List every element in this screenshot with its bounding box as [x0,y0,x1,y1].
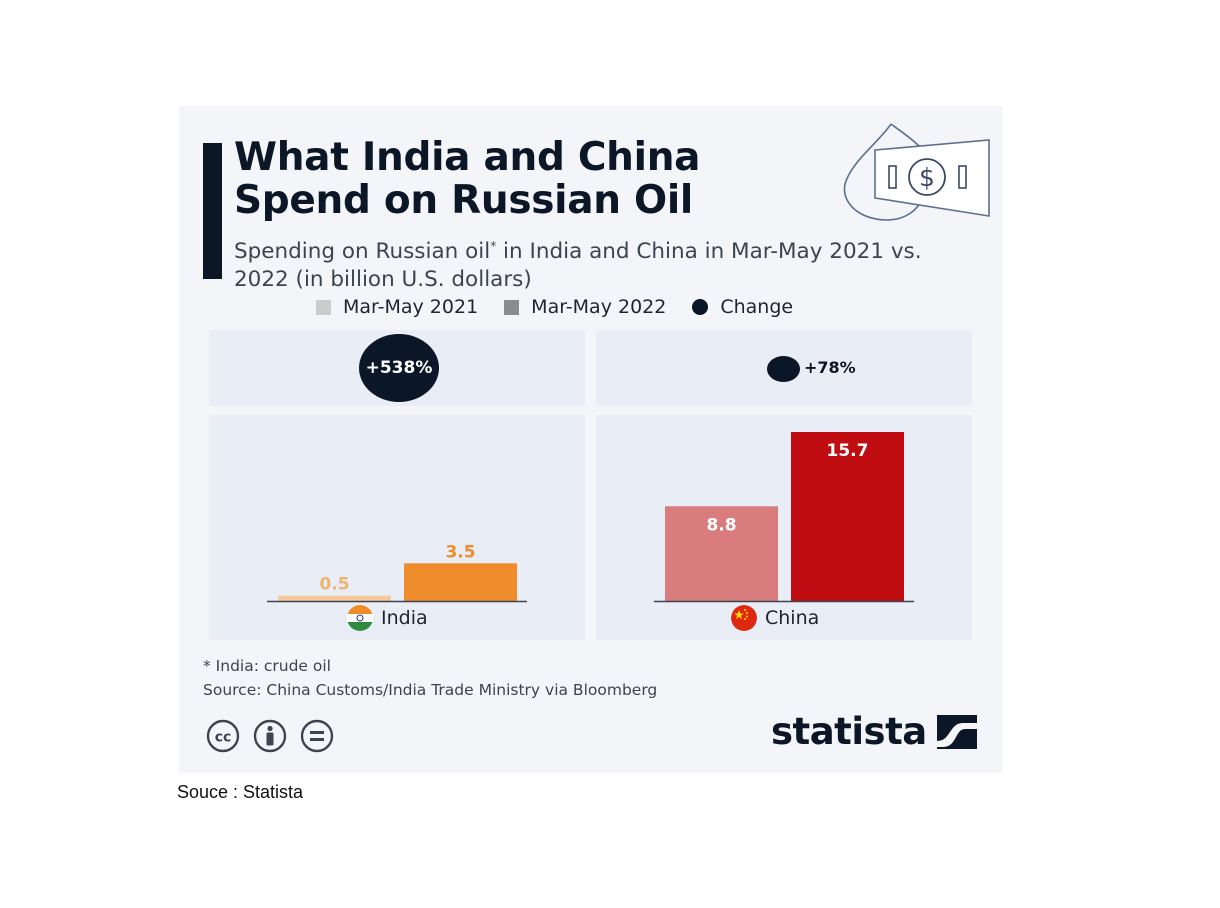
statista-brand: statista [771,710,977,753]
country-label-china: China [731,605,819,631]
infographic-card: What India and China Spend on Russian Oi… [179,106,1002,773]
country-label-india: India [347,605,428,631]
bar-panel-china: 8.8 15.7 China [596,415,972,640]
legend-dot-change [692,299,709,315]
legend-label-2022: Mar-May 2022 [531,296,667,318]
china-flag-icon [731,605,757,631]
bar-panel-india: 0.5 3.5 India [209,415,585,640]
legend-item-2022: Mar-May 2022 [504,296,666,318]
legend-label-change: Change [720,296,794,318]
legend-item-change: Change [692,296,793,318]
country-name-china: China [765,607,820,629]
bar-chart-china: 8.8 15.7 [654,432,914,603]
source-note: Source: China Customs/India Trade Minist… [203,681,658,699]
brand-name: statista [771,710,927,753]
svg-text:$: $ [919,163,935,192]
chart-legend: Mar-May 2021 Mar-May 2022 Change [316,295,819,319]
change-panel-china: +78% [596,330,972,406]
bar-china-2022 [791,432,904,601]
legend-label-2021: Mar-May 2021 [343,296,479,318]
country-name-india: India [381,607,428,629]
no-derivatives-icon[interactable] [297,719,337,753]
attribution-icon[interactable] [250,719,290,753]
legend-item-2021: Mar-May 2021 [316,296,478,318]
bar-label-china-2021: 8.8 [706,515,736,535]
chart-title: What India and China Spend on Russian Oi… [234,135,701,223]
footnote: * India: crude oil [203,657,331,675]
oil-drop-dollar-icon: $ [843,123,990,221]
bar-china-2021 [665,506,778,601]
legend-swatch-2022 [504,299,520,315]
change-badge-india: +538% [359,334,439,402]
bar-label-india-2021: 0.5 [319,575,349,595]
svg-text:cc: cc [215,730,232,746]
change-dot-china [767,356,800,382]
title-accent-bar [203,143,222,279]
legend-swatch-2021 [316,299,331,315]
india-flag-icon [347,605,373,631]
page-footer-source: Souce : Statista [177,782,304,802]
bar-label-india-2022: 3.5 [445,542,475,562]
bar-india-2021 [278,595,391,601]
bar-chart-india: 0.5 3.5 [267,542,527,603]
bar-label-china-2022: 15.7 [827,441,869,461]
license-icons: cc [203,719,344,753]
change-value-india: +538% [365,358,433,378]
change-panel-india: +538% [209,330,585,406]
change-value-china: +78% [804,358,856,377]
bar-india-2022 [404,563,517,601]
creative-commons-icon[interactable]: cc [203,719,243,753]
statista-logo-icon [936,714,977,749]
chart-subtitle: Spending on Russian oil* in India and Ch… [234,239,922,293]
